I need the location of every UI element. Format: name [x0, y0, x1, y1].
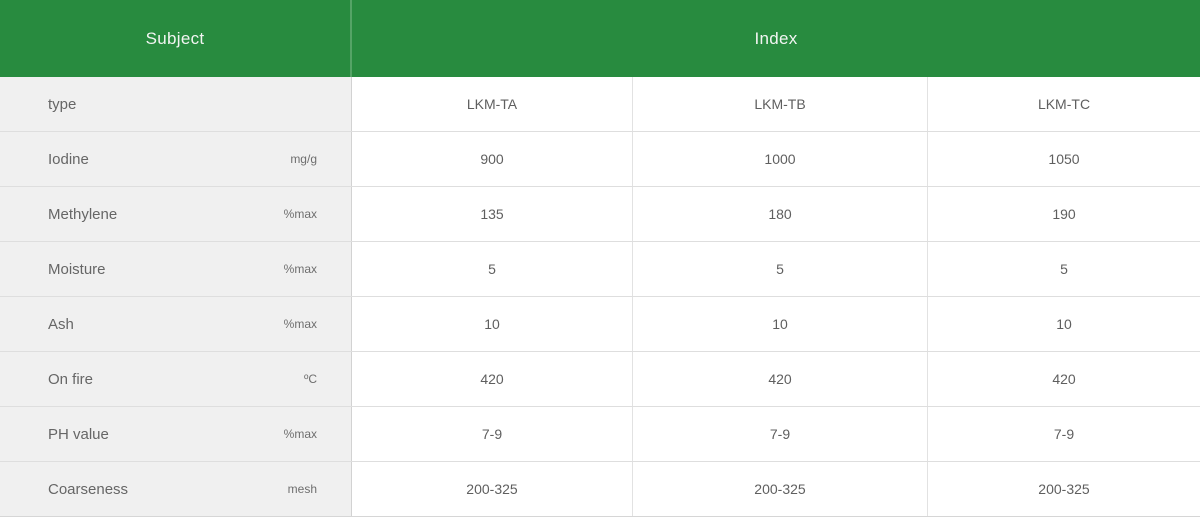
- cell-value: 1000: [632, 132, 927, 186]
- cell-value: 200-325: [632, 462, 927, 516]
- row-label: Coarseness: [48, 480, 129, 498]
- type-value-lkm-tc: LKM-TC: [927, 77, 1200, 131]
- cell-value: 180: [632, 187, 927, 241]
- row-unit: %max: [283, 427, 317, 441]
- subject-cell-on-fire: On fire ºC: [0, 352, 352, 406]
- row-label: PH value: [48, 425, 109, 443]
- table-row-type: type LKM-TA LKM-TB LKM-TC: [0, 77, 1200, 132]
- cell-value: 190: [927, 187, 1200, 241]
- cell-value: 7-9: [352, 407, 632, 461]
- table-row-iodine: Iodine mg/g 900 1000 1050: [0, 132, 1200, 187]
- cell-value: 420: [632, 352, 927, 406]
- header-subject: Subject: [0, 0, 352, 77]
- cell-value: 900: [352, 132, 632, 186]
- subject-cell-moisture: Moisture %max: [0, 242, 352, 296]
- table-row-ph-value: PH value %max 7-9 7-9 7-9: [0, 407, 1200, 462]
- subject-cell-ash: Ash %max: [0, 297, 352, 351]
- type-value-lkm-ta: LKM-TA: [352, 77, 632, 131]
- subject-cell-type: type: [0, 77, 352, 131]
- table-row-on-fire: On fire ºC 420 420 420: [0, 352, 1200, 407]
- cell-value: 5: [927, 242, 1200, 296]
- cell-value: 420: [927, 352, 1200, 406]
- cell-value: 200-325: [352, 462, 632, 516]
- cell-value: 10: [927, 297, 1200, 351]
- subject-cell-methylene: Methylene %max: [0, 187, 352, 241]
- row-unit: %max: [283, 207, 317, 221]
- cell-value: 200-325: [927, 462, 1200, 516]
- table-header-row: Subject Index: [0, 0, 1200, 77]
- cell-value: 1050: [927, 132, 1200, 186]
- row-unit: %max: [283, 262, 317, 276]
- cell-value: 135: [352, 187, 632, 241]
- subject-cell-ph-value: PH value %max: [0, 407, 352, 461]
- row-unit: %max: [283, 317, 317, 331]
- cell-value: 5: [632, 242, 927, 296]
- cell-value: 7-9: [927, 407, 1200, 461]
- cell-value: 5: [352, 242, 632, 296]
- row-label: Ash: [48, 315, 74, 333]
- row-label: Iodine: [48, 150, 89, 168]
- row-label: Moisture: [48, 260, 106, 278]
- cell-value: 7-9: [632, 407, 927, 461]
- cell-value: 10: [352, 297, 632, 351]
- row-unit: mg/g: [290, 152, 317, 166]
- row-label: Methylene: [48, 205, 118, 223]
- table-row-methylene: Methylene %max 135 180 190: [0, 187, 1200, 242]
- row-unit: mesh: [287, 482, 317, 496]
- row-unit: ºC: [303, 372, 317, 386]
- subject-cell-iodine: Iodine mg/g: [0, 132, 352, 186]
- cell-value: 10: [632, 297, 927, 351]
- cell-value: 420: [352, 352, 632, 406]
- table-row-ash: Ash %max 10 10 10: [0, 297, 1200, 352]
- row-label: On fire: [48, 370, 94, 388]
- table-row-coarseness: Coarseness mesh 200-325 200-325 200-325: [0, 462, 1200, 517]
- row-label: type: [48, 95, 77, 113]
- subject-cell-coarseness: Coarseness mesh: [0, 462, 352, 516]
- type-value-lkm-tb: LKM-TB: [632, 77, 927, 131]
- header-index: Index: [754, 28, 798, 48]
- table-row-moisture: Moisture %max 5 5 5: [0, 242, 1200, 297]
